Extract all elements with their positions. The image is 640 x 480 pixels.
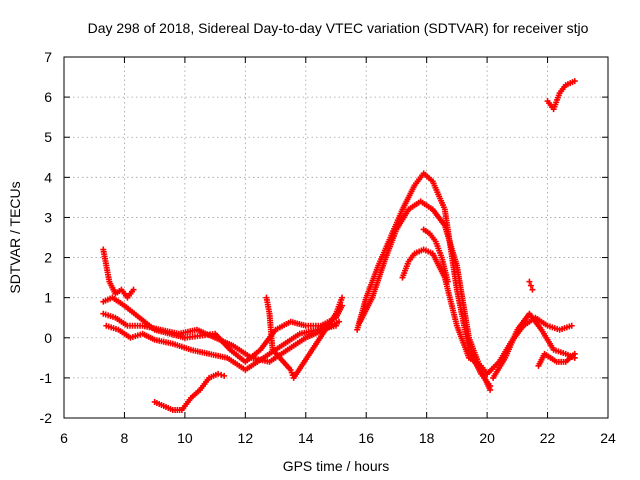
plus-marker	[526, 278, 533, 285]
y-tick-label: 6	[44, 89, 52, 105]
x-tick-labels: 6 8 10 12 14 16 18 20 22 24	[60, 430, 616, 446]
series-arc-low	[151, 370, 228, 413]
x-tick-label: 24	[600, 430, 616, 446]
y-tick-label: 5	[44, 129, 52, 145]
series-arc-peak-b	[357, 198, 494, 393]
y-tick-label: 0	[44, 330, 52, 346]
x-tick-label: 20	[479, 430, 495, 446]
chart-title: Day 298 of 2018, Sidereal Day-to-day VTE…	[88, 20, 589, 36]
x-axis-title: GPS time / hours	[283, 458, 390, 474]
plus-marker	[444, 278, 451, 285]
x-tick-label: 22	[540, 430, 556, 446]
y-tick-labels: -2 -1 0 1 2 3 4 5 6 7	[40, 49, 53, 426]
plus-marker	[339, 294, 346, 301]
x-tick-label: 8	[121, 430, 129, 446]
plus-marker	[571, 78, 578, 85]
plus-marker	[215, 370, 222, 377]
plus-marker	[527, 282, 534, 289]
series-arc-main-c	[100, 310, 343, 365]
x-tick-label: 6	[60, 430, 68, 446]
y-axis-title: SDTVAR / TECUs	[7, 181, 23, 293]
plus-marker	[571, 350, 578, 357]
y-tick-label: 3	[44, 209, 52, 225]
y-tick-label: 7	[44, 49, 52, 65]
y-tick-label: 4	[44, 169, 52, 185]
plus-marker	[487, 386, 494, 393]
plus-marker	[218, 371, 225, 378]
grid-lines	[64, 57, 608, 418]
series-arc-tail-c	[535, 350, 578, 369]
x-tick-label: 14	[298, 430, 314, 446]
series-arc-mid-spikes	[263, 294, 346, 381]
y-tick-label: 1	[44, 290, 52, 306]
plus-marker	[130, 286, 137, 293]
y-tick-label: -1	[40, 370, 53, 386]
y-tick-label: -2	[40, 410, 53, 426]
plus-marker	[568, 322, 575, 329]
plus-marker	[221, 372, 228, 379]
x-tick-label: 10	[177, 430, 193, 446]
plus-marker	[529, 286, 536, 293]
x-tick-label: 16	[358, 430, 374, 446]
axis-ticks	[63, 56, 609, 419]
plus-marker	[336, 318, 343, 325]
data-markers	[100, 78, 578, 413]
series-arc-peak-c	[399, 246, 491, 377]
series-arc-tail-b	[490, 310, 578, 381]
series-arc-early	[100, 246, 137, 301]
x-tick-label: 18	[419, 430, 435, 446]
series-arc-late	[544, 78, 578, 113]
series-arc-peak-d	[420, 226, 451, 285]
plot-frame	[63, 56, 609, 419]
y-tick-label: 2	[44, 250, 52, 266]
series-arc-tail-spike	[526, 278, 536, 293]
x-tick-label: 12	[238, 430, 254, 446]
